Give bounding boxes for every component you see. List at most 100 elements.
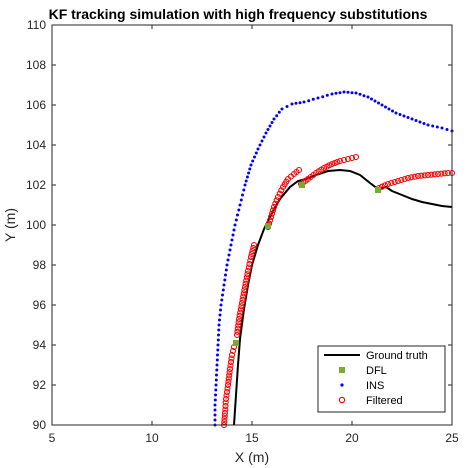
ins-point xyxy=(213,403,217,407)
y-tick-label: 104 xyxy=(26,138,46,152)
ins-point xyxy=(233,223,237,227)
filtered-point xyxy=(428,171,435,178)
filtered-point xyxy=(411,173,418,180)
filtered-point xyxy=(424,171,432,179)
filtered-point xyxy=(273,197,280,204)
filtered-point xyxy=(223,388,231,396)
filtered-point xyxy=(235,322,242,329)
filtered-point xyxy=(229,347,237,355)
ins-point xyxy=(298,101,302,105)
legend-swatch-ins xyxy=(340,383,344,387)
filtered-point xyxy=(226,365,234,373)
ins-point xyxy=(213,398,217,402)
ins-point xyxy=(426,123,430,127)
y-axis-label: Y (m) xyxy=(2,208,18,242)
ins-point xyxy=(224,268,228,272)
filtered-point xyxy=(272,200,279,207)
ins-point xyxy=(422,122,426,125)
y-tick-label: 92 xyxy=(33,378,47,392)
ins-point xyxy=(380,103,384,107)
filtered-point xyxy=(237,306,244,313)
ins-point xyxy=(346,90,350,94)
ins-point xyxy=(394,111,398,115)
filtered-point xyxy=(381,182,389,189)
filtered-point xyxy=(234,328,241,335)
filtered-point xyxy=(224,385,231,392)
ins-point xyxy=(321,95,325,99)
filtered-point xyxy=(388,179,395,187)
ins-point xyxy=(342,90,346,94)
ins-point xyxy=(232,228,236,232)
ins-point xyxy=(307,99,311,103)
ins-point xyxy=(215,358,219,362)
filtered-point xyxy=(274,193,282,201)
ins-point xyxy=(418,120,422,124)
filtered-point xyxy=(418,172,425,179)
ins-point xyxy=(406,116,410,119)
ins-point xyxy=(217,328,221,332)
filtered-point xyxy=(222,395,230,403)
filtered-point xyxy=(336,157,344,165)
ins-point xyxy=(362,94,366,98)
x-axis-label: X (m) xyxy=(235,449,269,465)
ins-point xyxy=(251,159,255,163)
filtered-point xyxy=(236,312,243,319)
filtered-point xyxy=(348,154,356,162)
ins-point xyxy=(221,288,225,292)
legend-label-ins: INS xyxy=(366,380,384,392)
ins-point xyxy=(243,183,247,187)
ins-point xyxy=(338,91,342,95)
legend: Ground truth DFL INS Filtered xyxy=(317,345,446,413)
y-tick-label: 94 xyxy=(33,338,47,352)
ins-point xyxy=(223,278,227,282)
x-tick-label: 15 xyxy=(245,431,259,445)
filtered-point xyxy=(222,406,229,413)
ins-point xyxy=(217,333,220,337)
filtered-point xyxy=(243,277,250,284)
ins-point xyxy=(256,147,260,151)
filtered-point xyxy=(221,415,228,423)
ins-point xyxy=(384,105,387,109)
ins-point xyxy=(247,171,251,175)
ins-point xyxy=(214,393,217,397)
filtered-point xyxy=(240,290,247,297)
ins-point xyxy=(354,91,358,95)
ins-point xyxy=(216,338,220,342)
filtered-point xyxy=(238,299,246,307)
filtered-point xyxy=(278,187,285,194)
filtered-point xyxy=(401,175,408,183)
y-tick-label: 110 xyxy=(27,18,46,32)
ins-point xyxy=(236,213,239,217)
ins-point xyxy=(217,323,221,327)
ins-point xyxy=(316,96,320,100)
filtered-point xyxy=(244,271,251,278)
ins-point xyxy=(435,125,439,129)
ins-point xyxy=(213,413,217,417)
filtered-point xyxy=(222,399,229,406)
ins-point xyxy=(218,318,221,322)
filtered-point xyxy=(238,303,245,310)
ins-point xyxy=(377,101,380,105)
legend-label-filtered: Filtered xyxy=(366,395,403,407)
filtered-point xyxy=(247,253,255,261)
ins-point xyxy=(260,139,264,143)
filtered-point xyxy=(269,207,277,214)
filtered-point xyxy=(226,372,233,379)
ins-point xyxy=(239,198,243,202)
filtered-point xyxy=(235,319,242,326)
ins-point xyxy=(241,193,244,197)
dfl-point xyxy=(233,340,239,346)
ins-point xyxy=(216,353,219,357)
legend-label-dfl: DFL xyxy=(366,365,387,377)
filtered-point xyxy=(242,280,249,287)
filtered-point xyxy=(228,355,235,362)
filtered-point xyxy=(226,369,233,376)
x-tick-label: 10 xyxy=(145,431,159,445)
legend-swatch-dfl xyxy=(339,367,345,373)
filtered-point xyxy=(394,177,402,185)
ins-point xyxy=(268,124,272,128)
ins-point xyxy=(373,99,377,103)
ins-point xyxy=(215,363,219,367)
ins-point xyxy=(225,263,229,267)
